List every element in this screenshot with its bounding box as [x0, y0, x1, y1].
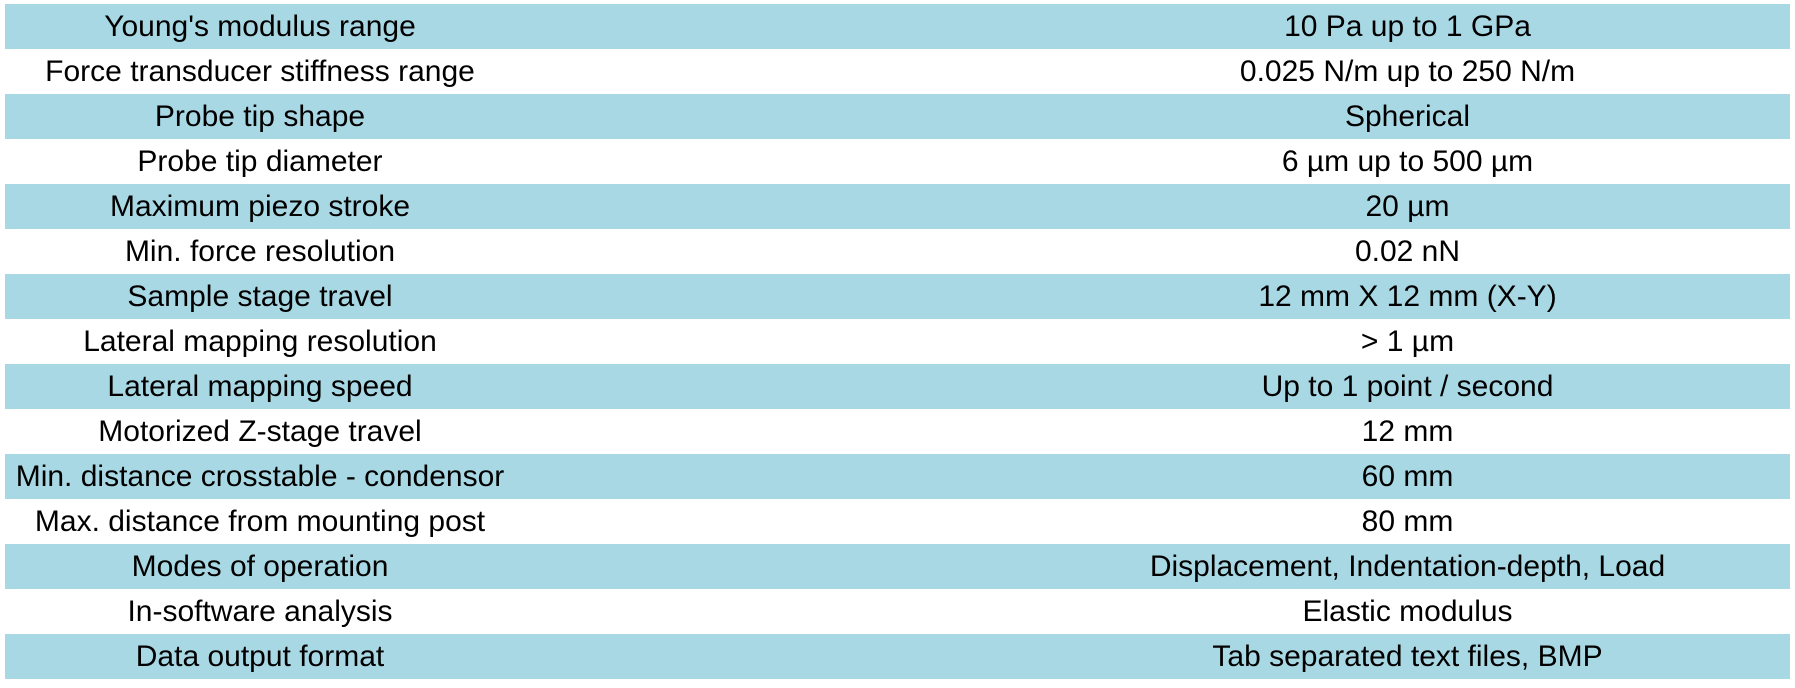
table-row: Motorized Z-stage travel 12 mm — [5, 409, 1790, 454]
spec-label: Min. force resolution — [124, 235, 396, 268]
table-row: Min. distance crosstable - condensor 60 … — [5, 454, 1790, 499]
table-row: Max. distance from mounting post 80 mm — [5, 499, 1790, 544]
spec-label: Lateral mapping resolution — [83, 325, 437, 358]
spec-value: 12 mm — [1361, 415, 1454, 448]
spec-label: Min. distance crosstable - condensor — [5, 454, 1025, 499]
spec-label: Data output format — [5, 634, 1025, 679]
spec-label: Motorized Z-stage travel — [98, 415, 422, 448]
table-row: In-software analysis Elastic modulus — [5, 589, 1790, 634]
spec-label: Lateral mapping speed — [5, 364, 1025, 409]
table-row: Probe tip shape Spherical — [5, 94, 1790, 139]
spec-label: Modes of operation — [5, 544, 1025, 589]
spec-label: Max. distance from mounting post — [34, 505, 486, 538]
spec-value: Spherical — [1025, 94, 1790, 139]
spec-value: > 1 µm — [1360, 325, 1455, 358]
spec-value: Up to 1 point / second — [1025, 364, 1790, 409]
spec-value: 10 Pa up to 1 GPa — [1025, 4, 1790, 49]
table-row: Lateral mapping resolution > 1 µm — [5, 319, 1790, 364]
spec-value: 80 mm — [1361, 505, 1454, 538]
spec-value: 20 µm — [1025, 184, 1790, 229]
table-row: Sample stage travel 12 mm X 12 mm (X-Y) — [5, 274, 1790, 319]
spec-value: Displacement, Indentation-depth, Load — [1025, 544, 1790, 589]
table-row: Maximum piezo stroke 20 µm — [5, 184, 1790, 229]
spec-label: Probe tip diameter — [137, 145, 383, 178]
spec-value: 60 mm — [1025, 454, 1790, 499]
spec-label: Maximum piezo stroke — [5, 184, 1025, 229]
table-row: Min. force resolution 0.02 nN — [5, 229, 1790, 274]
table-row: Young's modulus range 10 Pa up to 1 GPa — [5, 4, 1790, 49]
spec-value: Tab separated text files, BMP — [1025, 634, 1790, 679]
table-row: Data output format Tab separated text fi… — [5, 634, 1790, 679]
spec-value: 0.025 N/m up to 250 N/m — [1239, 55, 1576, 88]
spec-label: In-software analysis — [127, 595, 393, 628]
spec-label: Young's modulus range — [5, 4, 1025, 49]
table-row: Probe tip diameter 6 µm up to 500 µm — [5, 139, 1790, 184]
spec-label: Force transducer stiffness range — [45, 55, 475, 88]
spec-value: Elastic modulus — [1302, 595, 1513, 628]
spec-label: Sample stage travel — [5, 274, 1025, 319]
table-row: Modes of operation Displacement, Indenta… — [5, 544, 1790, 589]
spec-value: 6 µm up to 500 µm — [1281, 145, 1534, 178]
spec-label: Probe tip shape — [5, 94, 1025, 139]
specifications-table: Young's modulus range 10 Pa up to 1 GPa … — [5, 4, 1790, 679]
spec-value: 0.02 nN — [1354, 235, 1461, 268]
spec-value: 12 mm X 12 mm (X-Y) — [1025, 274, 1790, 319]
table-row: Force transducer stiffness range 0.025 N… — [5, 49, 1790, 94]
table-row: Lateral mapping speed Up to 1 point / se… — [5, 364, 1790, 409]
